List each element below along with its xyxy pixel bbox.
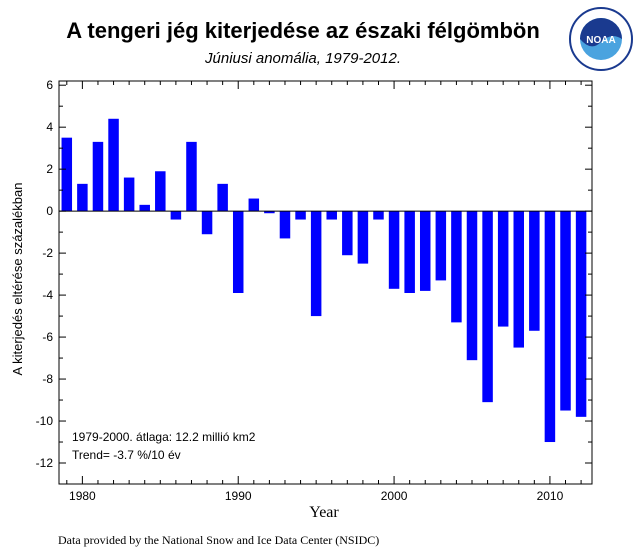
x-tick-label: 1990 (225, 489, 252, 503)
noaa-logo-icon: NOAA (569, 7, 633, 71)
bar-1999 (373, 211, 384, 220)
bar-1989 (217, 183, 228, 212)
y-tick-label: -8 (42, 372, 53, 386)
y-tick-label: -10 (36, 414, 54, 428)
bar-1981 (92, 141, 104, 212)
x-axis-title: Year (309, 504, 339, 521)
bar-2008 (513, 211, 524, 348)
bar-2003 (435, 211, 447, 281)
plot-frame (58, 80, 593, 485)
bar-1983 (123, 177, 135, 212)
y-tick-label: 4 (46, 120, 53, 134)
bar-1997 (342, 211, 353, 256)
bar-1982 (108, 118, 119, 212)
noaa-logo-text: NOAA (586, 35, 615, 46)
bar-1991 (248, 198, 260, 212)
axes-group: -12 -10 -8 -6 -4 -2 0 2 4 6 1980 1990 2000 2010 (36, 78, 593, 503)
bar-2011 (560, 211, 571, 411)
x-tick-label: 1980 (69, 489, 96, 503)
note-average: 1979-2000. átlaga: 12.2 millió km2 (72, 430, 256, 444)
chart-title: A tengeri jég kiterjedése az északi félg… (66, 18, 540, 43)
y-tick-label: -2 (42, 246, 53, 260)
x-tick-label: 2010 (537, 489, 564, 503)
bar-2006 (482, 211, 493, 403)
y-tick-label: -4 (42, 288, 53, 302)
note-trend: Trend= -3.7 %/10 év (72, 448, 181, 462)
bar-1994 (295, 211, 306, 220)
bar-1984 (139, 204, 150, 212)
y-tick-label: 6 (46, 78, 53, 92)
bar-1993 (279, 211, 291, 239)
bar-1986 (170, 211, 182, 220)
bar-2007 (497, 211, 509, 327)
bar-1985 (155, 171, 166, 212)
bar-2002 (419, 211, 431, 291)
bar-2001 (404, 211, 415, 293)
bar-2012 (575, 211, 587, 417)
bar-2005 (466, 211, 478, 361)
bar-2000 (388, 211, 400, 289)
bar-1990 (232, 211, 244, 293)
bar-1979 (61, 137, 73, 212)
bar-2004 (451, 211, 462, 323)
y-axis-title: A kiterjedés eltérése százalékban (10, 183, 25, 376)
bar-1987 (186, 141, 197, 212)
chart-subtitle: Júniusi anomália, 1979-2012. (205, 50, 401, 67)
bars-group (61, 118, 587, 443)
data-credit: Data provided by the National Snow and I… (58, 533, 380, 547)
bar-1998 (357, 211, 369, 264)
y-tick-label: 0 (46, 204, 53, 218)
bar-1992 (264, 211, 275, 214)
bar-1988 (201, 211, 213, 235)
bar-1995 (310, 211, 322, 317)
y-tick-label: 2 (46, 162, 53, 176)
bar-1980 (77, 183, 88, 212)
bar-2009 (529, 211, 540, 331)
y-tick-label: -6 (42, 330, 53, 344)
x-tick-label: 2000 (381, 489, 408, 503)
bar-1996 (326, 211, 337, 220)
bar-2010 (544, 211, 556, 443)
y-tick-label: -12 (36, 456, 54, 470)
